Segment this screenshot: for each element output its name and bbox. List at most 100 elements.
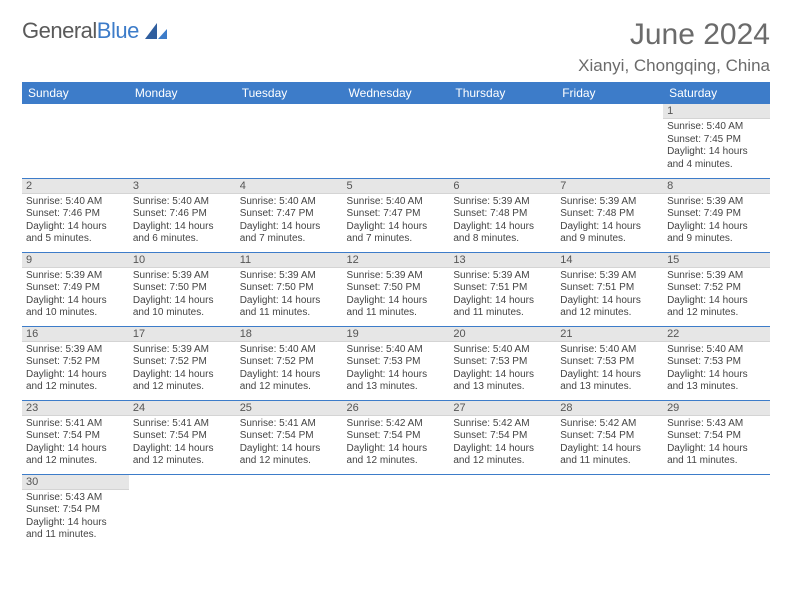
calendar-cell: 20Sunrise: 5:40 AMSunset: 7:53 PMDayligh…: [449, 326, 556, 400]
calendar-cell: [556, 474, 663, 548]
day-body: Sunrise: 5:40 AMSunset: 7:46 PMDaylight:…: [129, 194, 236, 249]
calendar-cell: [236, 104, 343, 178]
day-body: Sunrise: 5:39 AMSunset: 7:49 PMDaylight:…: [663, 194, 770, 249]
calendar-cell: [556, 104, 663, 178]
calendar-cell: 7Sunrise: 5:39 AMSunset: 7:48 PMDaylight…: [556, 178, 663, 252]
day-number: 8: [663, 179, 770, 194]
day-body: Sunrise: 5:40 AMSunset: 7:47 PMDaylight:…: [236, 194, 343, 249]
day-body: Sunrise: 5:39 AMSunset: 7:48 PMDaylight:…: [556, 194, 663, 249]
calendar-row: 30Sunrise: 5:43 AMSunset: 7:54 PMDayligh…: [22, 474, 770, 548]
day-number: 16: [22, 327, 129, 342]
day-number: 21: [556, 327, 663, 342]
calendar-cell: 2Sunrise: 5:40 AMSunset: 7:46 PMDaylight…: [22, 178, 129, 252]
calendar-cell: [449, 104, 556, 178]
weekday-header: Tuesday: [236, 82, 343, 104]
day-body: Sunrise: 5:40 AMSunset: 7:46 PMDaylight:…: [22, 194, 129, 249]
calendar-cell: 21Sunrise: 5:40 AMSunset: 7:53 PMDayligh…: [556, 326, 663, 400]
day-number: 6: [449, 179, 556, 194]
calendar-row: 2Sunrise: 5:40 AMSunset: 7:46 PMDaylight…: [22, 178, 770, 252]
day-number: 27: [449, 401, 556, 416]
day-number: 1: [663, 104, 770, 119]
calendar-row: 1Sunrise: 5:40 AMSunset: 7:45 PMDaylight…: [22, 104, 770, 178]
calendar-cell: 25Sunrise: 5:41 AMSunset: 7:54 PMDayligh…: [236, 400, 343, 474]
calendar-cell: 22Sunrise: 5:40 AMSunset: 7:53 PMDayligh…: [663, 326, 770, 400]
page-title: June 2024: [630, 18, 770, 52]
calendar-cell: 9Sunrise: 5:39 AMSunset: 7:49 PMDaylight…: [22, 252, 129, 326]
day-body: Sunrise: 5:40 AMSunset: 7:52 PMDaylight:…: [236, 342, 343, 397]
day-number: 26: [343, 401, 450, 416]
day-number: 30: [22, 475, 129, 490]
day-body: Sunrise: 5:40 AMSunset: 7:45 PMDaylight:…: [663, 119, 770, 174]
day-number: 13: [449, 253, 556, 268]
calendar-cell: [343, 104, 450, 178]
calendar-cell: [343, 474, 450, 548]
calendar-table: Sunday Monday Tuesday Wednesday Thursday…: [22, 82, 770, 548]
weekday-header-row: Sunday Monday Tuesday Wednesday Thursday…: [22, 82, 770, 104]
day-number: 17: [129, 327, 236, 342]
calendar-cell: 1Sunrise: 5:40 AMSunset: 7:45 PMDaylight…: [663, 104, 770, 178]
day-body: Sunrise: 5:39 AMSunset: 7:48 PMDaylight:…: [449, 194, 556, 249]
calendar-cell: 3Sunrise: 5:40 AMSunset: 7:46 PMDaylight…: [129, 178, 236, 252]
day-number: 5: [343, 179, 450, 194]
day-number: 9: [22, 253, 129, 268]
calendar-cell: 23Sunrise: 5:41 AMSunset: 7:54 PMDayligh…: [22, 400, 129, 474]
day-body: Sunrise: 5:40 AMSunset: 7:53 PMDaylight:…: [449, 342, 556, 397]
weekday-header: Sunday: [22, 82, 129, 104]
day-body: Sunrise: 5:40 AMSunset: 7:53 PMDaylight:…: [343, 342, 450, 397]
day-body: Sunrise: 5:39 AMSunset: 7:50 PMDaylight:…: [129, 268, 236, 323]
calendar-cell: 12Sunrise: 5:39 AMSunset: 7:50 PMDayligh…: [343, 252, 450, 326]
day-body: Sunrise: 5:43 AMSunset: 7:54 PMDaylight:…: [22, 490, 129, 545]
day-body: Sunrise: 5:39 AMSunset: 7:52 PMDaylight:…: [22, 342, 129, 397]
calendar-cell: 24Sunrise: 5:41 AMSunset: 7:54 PMDayligh…: [129, 400, 236, 474]
calendar-cell: 8Sunrise: 5:39 AMSunset: 7:49 PMDaylight…: [663, 178, 770, 252]
calendar-cell: [663, 474, 770, 548]
day-body: Sunrise: 5:41 AMSunset: 7:54 PMDaylight:…: [236, 416, 343, 471]
day-body: Sunrise: 5:42 AMSunset: 7:54 PMDaylight:…: [556, 416, 663, 471]
day-number: 19: [343, 327, 450, 342]
day-body: Sunrise: 5:40 AMSunset: 7:47 PMDaylight:…: [343, 194, 450, 249]
location-text: Xianyi, Chongqing, China: [22, 56, 770, 76]
calendar-cell: [129, 104, 236, 178]
day-number: 10: [129, 253, 236, 268]
day-number: 15: [663, 253, 770, 268]
day-body: Sunrise: 5:39 AMSunset: 7:50 PMDaylight:…: [343, 268, 450, 323]
calendar-cell: 13Sunrise: 5:39 AMSunset: 7:51 PMDayligh…: [449, 252, 556, 326]
day-number: 28: [556, 401, 663, 416]
calendar-cell: [22, 104, 129, 178]
calendar-cell: 15Sunrise: 5:39 AMSunset: 7:52 PMDayligh…: [663, 252, 770, 326]
calendar-cell: 11Sunrise: 5:39 AMSunset: 7:50 PMDayligh…: [236, 252, 343, 326]
day-number: 3: [129, 179, 236, 194]
calendar-cell: 10Sunrise: 5:39 AMSunset: 7:50 PMDayligh…: [129, 252, 236, 326]
calendar-cell: 17Sunrise: 5:39 AMSunset: 7:52 PMDayligh…: [129, 326, 236, 400]
day-body: Sunrise: 5:41 AMSunset: 7:54 PMDaylight:…: [22, 416, 129, 471]
calendar-cell: 18Sunrise: 5:40 AMSunset: 7:52 PMDayligh…: [236, 326, 343, 400]
day-body: Sunrise: 5:39 AMSunset: 7:50 PMDaylight:…: [236, 268, 343, 323]
day-number: 29: [663, 401, 770, 416]
day-body: Sunrise: 5:39 AMSunset: 7:52 PMDaylight:…: [663, 268, 770, 323]
calendar-row: 9Sunrise: 5:39 AMSunset: 7:49 PMDaylight…: [22, 252, 770, 326]
calendar-cell: 28Sunrise: 5:42 AMSunset: 7:54 PMDayligh…: [556, 400, 663, 474]
calendar-cell: 19Sunrise: 5:40 AMSunset: 7:53 PMDayligh…: [343, 326, 450, 400]
day-number: 18: [236, 327, 343, 342]
weekday-header: Monday: [129, 82, 236, 104]
day-body: Sunrise: 5:40 AMSunset: 7:53 PMDaylight:…: [556, 342, 663, 397]
brand-part2: Blue: [97, 18, 139, 43]
day-body: Sunrise: 5:40 AMSunset: 7:53 PMDaylight:…: [663, 342, 770, 397]
calendar-cell: [449, 474, 556, 548]
day-number: 23: [22, 401, 129, 416]
brand-part1: General: [22, 18, 97, 43]
day-number: 20: [449, 327, 556, 342]
calendar-cell: [236, 474, 343, 548]
weekday-header: Saturday: [663, 82, 770, 104]
brand-text: GeneralBlue: [22, 18, 139, 44]
weekday-header: Thursday: [449, 82, 556, 104]
day-body: Sunrise: 5:41 AMSunset: 7:54 PMDaylight:…: [129, 416, 236, 471]
calendar-row: 23Sunrise: 5:41 AMSunset: 7:54 PMDayligh…: [22, 400, 770, 474]
day-body: Sunrise: 5:39 AMSunset: 7:51 PMDaylight:…: [449, 268, 556, 323]
day-number: 11: [236, 253, 343, 268]
day-number: 4: [236, 179, 343, 194]
day-number: 22: [663, 327, 770, 342]
brand-logo: GeneralBlue: [22, 18, 169, 44]
day-body: Sunrise: 5:39 AMSunset: 7:49 PMDaylight:…: [22, 268, 129, 323]
day-body: Sunrise: 5:39 AMSunset: 7:51 PMDaylight:…: [556, 268, 663, 323]
